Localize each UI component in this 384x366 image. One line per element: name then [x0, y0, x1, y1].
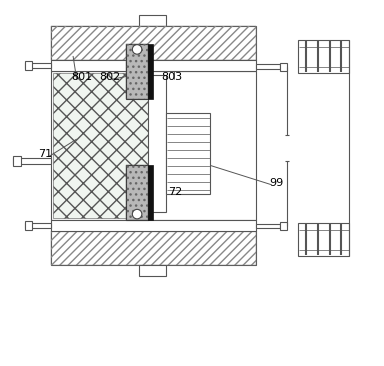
Bar — [280, 222, 287, 230]
Bar — [166, 113, 210, 194]
Bar — [148, 75, 166, 212]
Bar — [126, 165, 148, 220]
Bar — [280, 63, 287, 71]
Bar — [139, 265, 166, 276]
Bar — [126, 44, 148, 99]
Bar — [298, 223, 349, 256]
Bar — [148, 44, 153, 99]
Text: 71: 71 — [38, 149, 53, 159]
Bar — [51, 71, 256, 220]
Bar — [25, 63, 51, 68]
Bar — [256, 224, 280, 228]
Bar — [126, 165, 148, 220]
Bar — [148, 165, 153, 220]
Bar — [51, 220, 256, 231]
Text: 803: 803 — [161, 72, 182, 82]
Bar — [139, 15, 166, 26]
Circle shape — [132, 45, 142, 54]
Circle shape — [132, 209, 142, 219]
Bar — [51, 26, 256, 60]
Bar — [25, 61, 32, 70]
Bar — [13, 156, 21, 166]
Bar — [51, 26, 256, 60]
Bar — [25, 221, 32, 230]
Text: 801: 801 — [72, 72, 93, 82]
Bar — [51, 60, 256, 71]
Text: 72: 72 — [169, 187, 183, 197]
Text: 802: 802 — [99, 72, 120, 82]
Text: 99: 99 — [269, 178, 283, 188]
Bar — [256, 64, 280, 69]
Bar — [298, 40, 349, 73]
Bar — [51, 231, 256, 265]
Bar — [126, 44, 148, 99]
Bar — [25, 223, 51, 228]
Bar — [53, 73, 148, 218]
Bar — [51, 231, 256, 265]
Bar — [13, 158, 51, 164]
